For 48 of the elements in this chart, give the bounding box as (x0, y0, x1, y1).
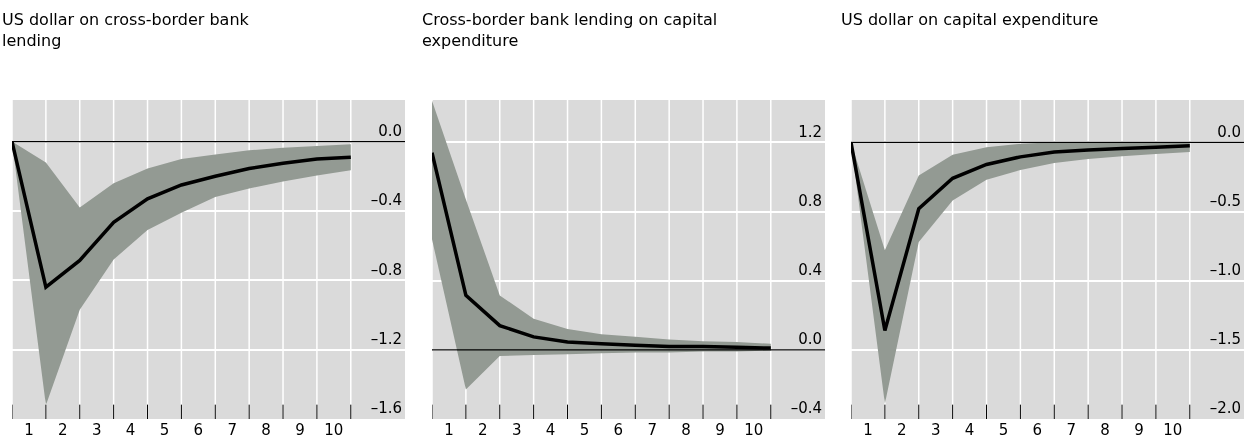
x-tick-label: 9 (1134, 421, 1144, 439)
y-tick-label: 0.0 (1217, 122, 1241, 141)
x-tick-label: 3 (511, 421, 522, 439)
x-tick-label: 1 (24, 421, 34, 439)
x-tick-label: 5 (579, 421, 590, 439)
x-tick-label: 10 (1163, 421, 1183, 439)
x-tick-label: 3 (91, 421, 102, 439)
x-tick-label: 8 (681, 421, 691, 439)
y-tick-label: 0.0 (798, 330, 822, 349)
x-tick-label: 6 (613, 421, 624, 439)
y-tick-label: –0.5 (1209, 191, 1241, 210)
x-tick-label: 5 (998, 421, 1009, 439)
x-tick-label: 10 (744, 421, 764, 439)
x-tick-label: 1 (863, 421, 873, 439)
y-tick-label: –2.0 (1209, 399, 1241, 418)
x-tick-label: 2 (478, 421, 488, 439)
y-tick-label: 0.8 (798, 191, 822, 210)
y-tick-label: 0.0 (378, 121, 402, 140)
chart-title: Cross-border bank lending on capital expenditure (422, 10, 718, 50)
y-tick-label: –1.0 (1209, 260, 1241, 279)
x-tick-label: 4 (545, 421, 556, 439)
x-tick-label: 6 (1032, 421, 1043, 439)
y-tick-label: –0.4 (370, 191, 402, 210)
y-tick-label: –0.4 (790, 399, 822, 418)
x-tick-label: 4 (125, 421, 136, 439)
x-tick-label: 10 (324, 421, 344, 439)
y-tick-label: –1.2 (370, 329, 402, 348)
y-tick-label: –0.8 (370, 260, 402, 279)
x-tick-label: 6 (193, 421, 204, 439)
x-tick-label: 4 (964, 421, 975, 439)
y-tick-label: 1.2 (798, 122, 822, 141)
y-tick-label: –1.5 (1209, 330, 1241, 349)
y-tick-label: 0.4 (798, 260, 822, 279)
x-tick-label: 8 (1100, 421, 1110, 439)
x-tick-label: 5 (159, 421, 170, 439)
x-tick-label: 9 (715, 421, 725, 439)
x-tick-label: 2 (897, 421, 907, 439)
x-tick-label: 3 (930, 421, 941, 439)
x-tick-label: 7 (227, 421, 237, 439)
x-tick-label: 2 (58, 421, 68, 439)
x-tick-label: 8 (261, 421, 271, 439)
x-tick-label: 7 (1066, 421, 1076, 439)
x-tick-label: 1 (444, 421, 454, 439)
chart-title: US dollar on capital expenditure (841, 10, 1099, 29)
x-tick-label: 9 (295, 421, 305, 439)
y-tick-label: –1.6 (370, 399, 402, 418)
chart-title: US dollar on cross-border bank lending (2, 10, 250, 50)
x-tick-label: 7 (647, 421, 657, 439)
